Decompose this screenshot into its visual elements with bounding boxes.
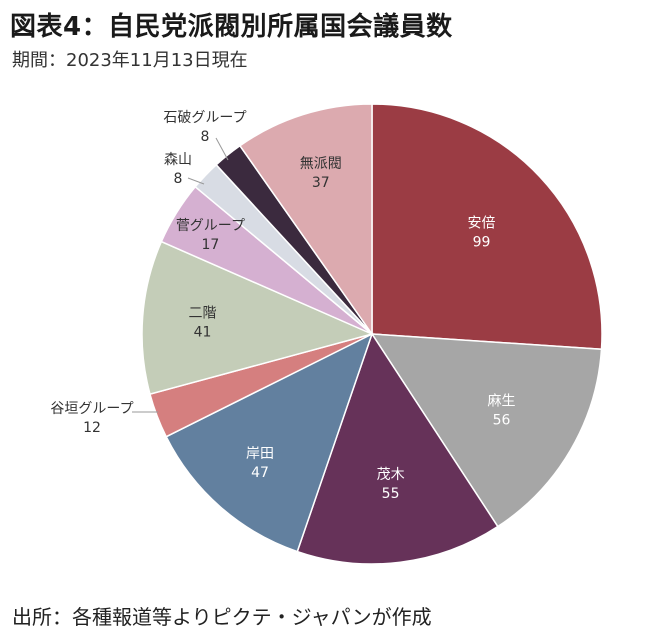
slice-label-4: 谷垣グループ — [50, 401, 133, 417]
slice-value-7: 8 — [174, 171, 183, 187]
source-note: 出所：各種報道等よりピクテ・ジャパンが作成 — [12, 605, 432, 629]
slice-label-9: 無派閥 — [300, 156, 342, 172]
slice-value-1: 56 — [493, 413, 511, 429]
slice-label-8: 石破グループ — [163, 110, 246, 126]
slice-label-0: 安倍 — [468, 216, 496, 232]
slice-label-2: 茂木 — [377, 466, 405, 483]
slice-value-9: 37 — [312, 175, 330, 191]
slice-value-5: 41 — [194, 324, 212, 340]
slice-label-7: 森山 — [164, 152, 192, 168]
leader-line-8 — [215, 137, 229, 161]
pie-slice-1 — [370, 333, 603, 528]
pie-slice-2 — [296, 332, 499, 565]
slice-value-8: 8 — [201, 129, 210, 145]
leader-line-7 — [187, 177, 205, 185]
slice-label-3: 岸田 — [246, 446, 274, 462]
chart-title: 図表4：自民党派閥別所属国会議員数 — [10, 12, 453, 42]
slice-label-1: 麻生 — [488, 394, 516, 410]
slice-value-6: 17 — [201, 237, 219, 253]
slice-label-6: 菅グループ — [176, 218, 245, 234]
pie-slice-9 — [238, 103, 373, 337]
slice-value-0: 99 — [473, 235, 491, 251]
pie-slice-0 — [371, 103, 603, 350]
slice-value-2: 55 — [382, 486, 400, 502]
slice-label-5: 二階 — [189, 305, 217, 321]
slice-value-3: 47 — [251, 465, 269, 481]
pie-slice-3 — [165, 332, 374, 553]
pie-slice-5 — [141, 240, 375, 396]
chart-subtitle: 期間：2023年11月13日現在 — [12, 50, 248, 71]
slice-value-4: 12 — [83, 420, 101, 436]
